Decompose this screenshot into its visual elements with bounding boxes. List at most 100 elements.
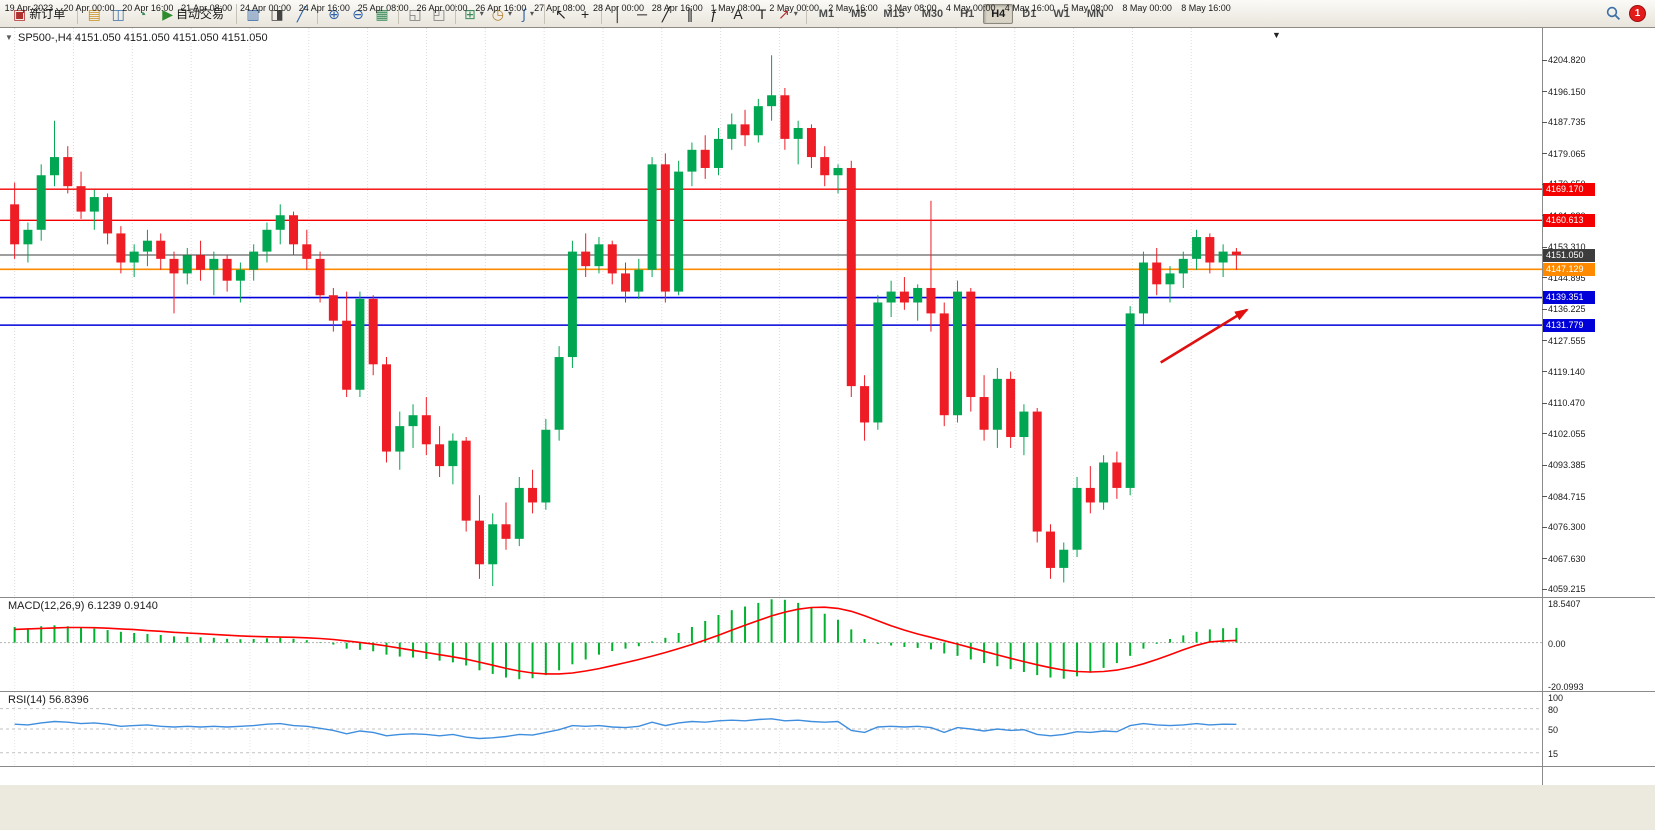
channel-button[interactable]: ∥	[678, 3, 702, 25]
price-axis-label: 4187.735	[1548, 117, 1586, 128]
price-axis-label: 4093.385	[1548, 460, 1586, 471]
navigator-icon: ◔	[138, 5, 147, 22]
axis-tick	[1542, 496, 1547, 498]
price-axis-label: 80	[1548, 704, 1559, 715]
label-button[interactable]: T	[750, 3, 774, 25]
timeframe-m1[interactable]: M1	[818, 7, 835, 20]
price-axis-label: -20.0993	[1548, 682, 1584, 692]
data-window-icon: ◫	[111, 5, 125, 22]
new-order-button[interactable]: ▣ 新订单	[5, 3, 73, 25]
toolbar-separator	[805, 3, 807, 24]
time-axis-label: 20 Apr 16:00	[122, 3, 174, 13]
timeframe-w1[interactable]: W1	[1053, 7, 1070, 20]
data-window-button[interactable]: ◫	[106, 3, 130, 25]
cursor-icon: ↖	[555, 5, 567, 22]
time-axis-label: 20 Apr 00:00	[63, 3, 115, 13]
rsi-chart[interactable]	[0, 692, 1542, 766]
rsi-name: RSI(14)	[8, 694, 46, 706]
navigator-button[interactable]: ◔	[130, 3, 154, 25]
price-tag: 4147.129	[1543, 262, 1595, 276]
zoom-out-button[interactable]: ⊖	[346, 3, 370, 25]
timeframe-m15[interactable]: M15	[883, 7, 905, 20]
rsi-value: 56.8396	[48, 694, 89, 706]
time-axis-label: 4 May 00:00	[945, 3, 996, 13]
zoom-in-button[interactable]: ⊕	[322, 3, 346, 25]
dropdown-arrow-icon: ▾	[793, 8, 798, 18]
price-axis-label: 4059.215	[1548, 584, 1586, 595]
crosshair-button[interactable]: +	[573, 3, 597, 25]
time-axis-label: 28 Apr 00:00	[592, 3, 644, 13]
crosshair-icon: +	[580, 5, 590, 22]
fibonacci-button[interactable]: ƒ	[702, 3, 726, 25]
search-icon[interactable]	[1606, 6, 1621, 21]
price-axis-label: 4076.300	[1548, 522, 1586, 533]
price-axis-label: 4204.820	[1548, 55, 1586, 66]
candlestick-chart[interactable]	[0, 28, 1542, 597]
new-chart-button[interactable]: ⊞ ▾	[460, 3, 488, 25]
arrow-shapes-button[interactable]: ↗ ▾	[774, 3, 802, 25]
chart-candles-icon: ◨	[270, 5, 284, 22]
chart-candles-button[interactable]: ◨	[265, 3, 289, 25]
timeframe-h1[interactable]: H1	[960, 7, 975, 20]
timeframe-bar: M1 M5 M15 M30 H1 H4 D1 W1 MN	[811, 3, 1112, 24]
indicators-icon: ∫	[522, 5, 526, 22]
dropdown-arrow-icon: ▾	[529, 8, 534, 18]
price-axis-label: 4102.055	[1548, 428, 1586, 439]
price-axis-label: 0.00	[1548, 638, 1566, 649]
timeframe-h4[interactable]: H4	[983, 3, 1014, 24]
rsi-label: RSI(14) 56.8396	[8, 694, 89, 706]
time-axis-label: 25 Apr 08:00	[357, 3, 409, 13]
grid-button[interactable]: ▦	[370, 3, 394, 25]
notification-badge[interactable]: 1	[1629, 5, 1646, 22]
new-chart-icon: ⊞	[464, 5, 476, 22]
toolbar-separator	[455, 3, 457, 24]
macd-values: 6.1239 0.9140	[87, 600, 158, 612]
trendline-button[interactable]: ╱	[654, 3, 678, 25]
chart-shift-marker[interactable]: ▼	[1272, 30, 1281, 40]
one-click-trading-toggle[interactable]: ▼	[5, 33, 13, 42]
axis-tick	[1542, 121, 1547, 123]
text-icon: A	[733, 5, 743, 22]
cascade-windows-button[interactable]: ◰	[427, 3, 451, 25]
timeframe-mn[interactable]: MN	[1086, 7, 1104, 20]
rsi-pane[interactable]: RSI(14) 56.8396	[0, 692, 1655, 767]
profiles-button[interactable]: ◷ ▾	[488, 3, 516, 25]
horizontal-line-button[interactable]: ─	[630, 3, 654, 25]
price-tag: 4131.779	[1543, 318, 1595, 332]
cursor-button[interactable]: ↖	[549, 3, 573, 25]
axis-tick	[1542, 153, 1547, 155]
timeframe-m30[interactable]: M30	[921, 7, 944, 20]
macd-name: MACD(12,26,9)	[8, 600, 85, 612]
vertical-line-button[interactable]: │	[606, 3, 630, 25]
time-axis-label: 24 Apr 00:00	[239, 3, 291, 13]
indicators-button[interactable]: ∫ ▾	[516, 3, 540, 25]
axis-tick	[1542, 402, 1547, 404]
profiles-icon: ◷	[491, 5, 505, 22]
price-axis-label: 18.5407	[1548, 599, 1581, 609]
price-axis-label: 100	[1548, 693, 1564, 703]
fibonacci-icon: ƒ	[710, 5, 718, 22]
timeframe-d1[interactable]: D1	[1022, 7, 1037, 20]
market-watch-button[interactable]: ▤	[82, 3, 106, 25]
macd-pane[interactable]: MACD(12,26,9) 6.1239 0.9140	[0, 598, 1655, 692]
auto-trading-label: 自动交易	[176, 6, 225, 21]
chart-bars-icon: ▥	[246, 5, 260, 22]
arrow-shapes-icon: ↗	[778, 5, 790, 22]
chart-bars-button[interactable]: ▥	[241, 3, 265, 25]
auto-trading-button[interactable]: ▶ 自动交易	[154, 3, 232, 25]
price-axis-label: 4144.895	[1548, 272, 1586, 283]
axis-separator	[1542, 28, 1543, 785]
label-icon: T	[757, 5, 767, 22]
axis-tick	[1542, 588, 1547, 590]
text-button[interactable]: A	[726, 3, 750, 25]
macd-chart[interactable]	[0, 598, 1542, 691]
price-tag: 4151.050	[1543, 248, 1595, 262]
price-chart-pane[interactable]: ▼ SP500-,H4 4151.050 4151.050 4151.050 4…	[0, 28, 1655, 598]
price-tag: 4160.613	[1543, 213, 1595, 227]
timeframe-m5[interactable]: M5	[851, 7, 867, 20]
time-axis-label: 26 Apr 00:00	[416, 3, 468, 13]
chart-line-button[interactable]: ╱	[289, 3, 313, 25]
time-axis-label: 28 Apr 16:00	[651, 3, 703, 13]
tile-windows-button[interactable]: ◱	[403, 3, 427, 25]
